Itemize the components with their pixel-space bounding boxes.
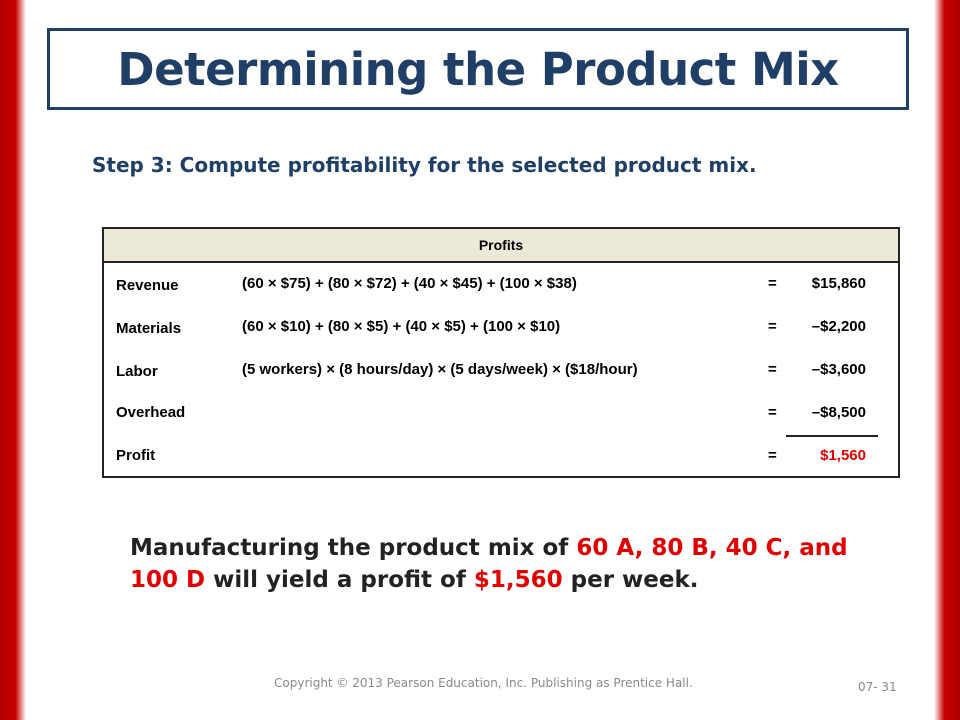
row-label: Overhead xyxy=(116,404,186,421)
row-equals: = xyxy=(768,361,777,378)
title-box: Determining the Product Mix xyxy=(47,28,909,110)
row-label: Profit xyxy=(116,447,156,464)
page-number: 07- 31 xyxy=(858,680,897,694)
row-label: Revenue xyxy=(116,277,179,294)
conclusion-part3: per week. xyxy=(562,567,699,593)
row-formula: (60 × $75) + (80 × $72) + (40 × $45) + (… xyxy=(242,275,577,292)
row-formula: (5 workers) × (8 hours/day) × (5 days/we… xyxy=(242,361,638,378)
row-amount: –$3,600 xyxy=(811,361,866,378)
step-heading: Step 3: Compute profitability for the se… xyxy=(92,153,757,177)
conclusion-part1: Manufacturing the product mix of xyxy=(130,535,577,561)
row-label: Labor xyxy=(116,363,158,380)
slide-title: Determining the Product Mix xyxy=(117,42,839,96)
row-formula: (60 × $10) + (80 × $5) + (40 × $5) + (10… xyxy=(242,318,561,335)
profit-amount: $1,560 xyxy=(820,447,866,464)
table-header: Profits xyxy=(104,229,898,263)
row-equals: = xyxy=(768,404,777,421)
row-amount: –$2,200 xyxy=(811,318,866,335)
right-border-decoration xyxy=(934,0,960,720)
conclusion-text: Manufacturing the product mix of 60 A, 8… xyxy=(130,532,890,596)
copyright-footer: Copyright © 2013 Pearson Education, Inc.… xyxy=(274,676,693,690)
profit-highlight: $1,560 xyxy=(473,567,563,593)
row-amount: –$8,500 xyxy=(811,404,866,421)
row-equals: = xyxy=(768,275,777,292)
row-equals: = xyxy=(768,318,777,335)
row-label: Materials xyxy=(116,320,182,337)
product-mix-highlight: 60 A, 80 B, 40 C, and 100 D xyxy=(130,535,848,593)
row-equals: = xyxy=(768,447,777,464)
conclusion-part2: will yield a profit of xyxy=(205,567,474,593)
sum-rule xyxy=(786,435,878,437)
profits-table: Profits Revenue (60 × $75) + (80 × $72) … xyxy=(102,227,900,478)
row-amount: $15,860 xyxy=(811,275,866,292)
left-border-decoration xyxy=(0,0,26,720)
